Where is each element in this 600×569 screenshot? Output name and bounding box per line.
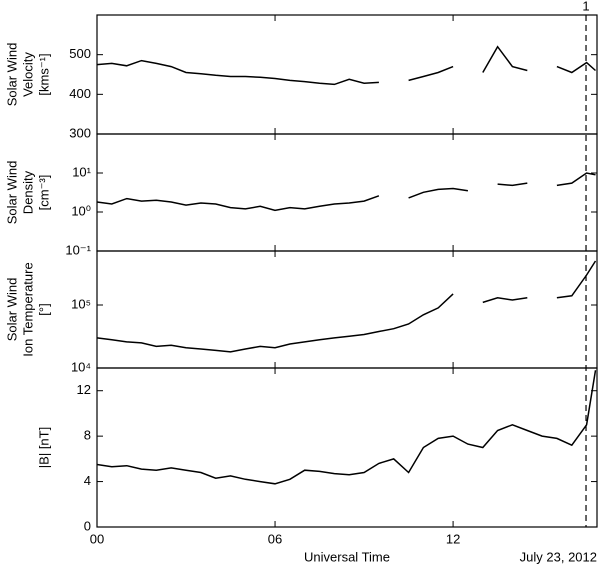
y-tick-label: 10⁻¹ bbox=[65, 242, 91, 257]
y-axis-label: Velocity bbox=[20, 52, 35, 97]
date-annotation: July 23, 2012 bbox=[520, 549, 597, 564]
data-line bbox=[96, 293, 454, 353]
y-tick-label: 400 bbox=[69, 86, 91, 101]
data-line bbox=[482, 45, 528, 73]
y-axis-label: Solar Wind bbox=[4, 278, 19, 342]
y-tick-label: 300 bbox=[69, 125, 91, 140]
y-axis-label: [kms⁻¹] bbox=[36, 53, 51, 95]
panel-frame bbox=[96, 14, 598, 135]
y-axis-label: |B| [nT] bbox=[36, 427, 51, 468]
y-tick-label: 10¹ bbox=[72, 164, 91, 179]
y-axis-label: [cm⁻³] bbox=[36, 175, 51, 211]
y-tick-label: 0 bbox=[84, 518, 91, 533]
x-tick-label: 06 bbox=[268, 531, 282, 546]
y-tick-label: 10⁴ bbox=[71, 359, 91, 374]
x-axis-label: Universal Time bbox=[304, 549, 390, 564]
y-tick-label: 500 bbox=[69, 46, 91, 61]
y-tick-label: 10⁵ bbox=[71, 296, 91, 311]
event-label: 1 bbox=[582, 0, 589, 13]
y-tick-label: 8 bbox=[84, 428, 91, 443]
y-tick-label: 12 bbox=[77, 382, 91, 397]
data-line bbox=[556, 61, 596, 74]
y-axis-label: [°] bbox=[36, 303, 51, 315]
y-axis-label: Solar Wind bbox=[4, 161, 19, 225]
y-tick-label: 4 bbox=[84, 473, 91, 488]
data-line bbox=[408, 187, 469, 199]
panel-frame bbox=[96, 367, 598, 528]
x-tick-label: 00 bbox=[90, 531, 104, 546]
y-axis-label: Density bbox=[20, 170, 35, 214]
data-line bbox=[96, 370, 597, 485]
data-line bbox=[556, 172, 596, 187]
panel-frame bbox=[96, 250, 598, 369]
data-line bbox=[96, 59, 379, 86]
y-tick-label: 10⁰ bbox=[71, 203, 91, 218]
y-axis-label: Solar Wind bbox=[4, 43, 19, 107]
data-line bbox=[497, 182, 528, 187]
x-tick-label: 12 bbox=[446, 531, 460, 546]
data-line bbox=[482, 297, 528, 304]
data-line bbox=[408, 65, 454, 82]
panel-frame bbox=[96, 133, 598, 252]
data-line bbox=[96, 195, 380, 212]
data-line bbox=[556, 260, 597, 299]
y-axis-label: Ion Temperature bbox=[20, 262, 35, 356]
